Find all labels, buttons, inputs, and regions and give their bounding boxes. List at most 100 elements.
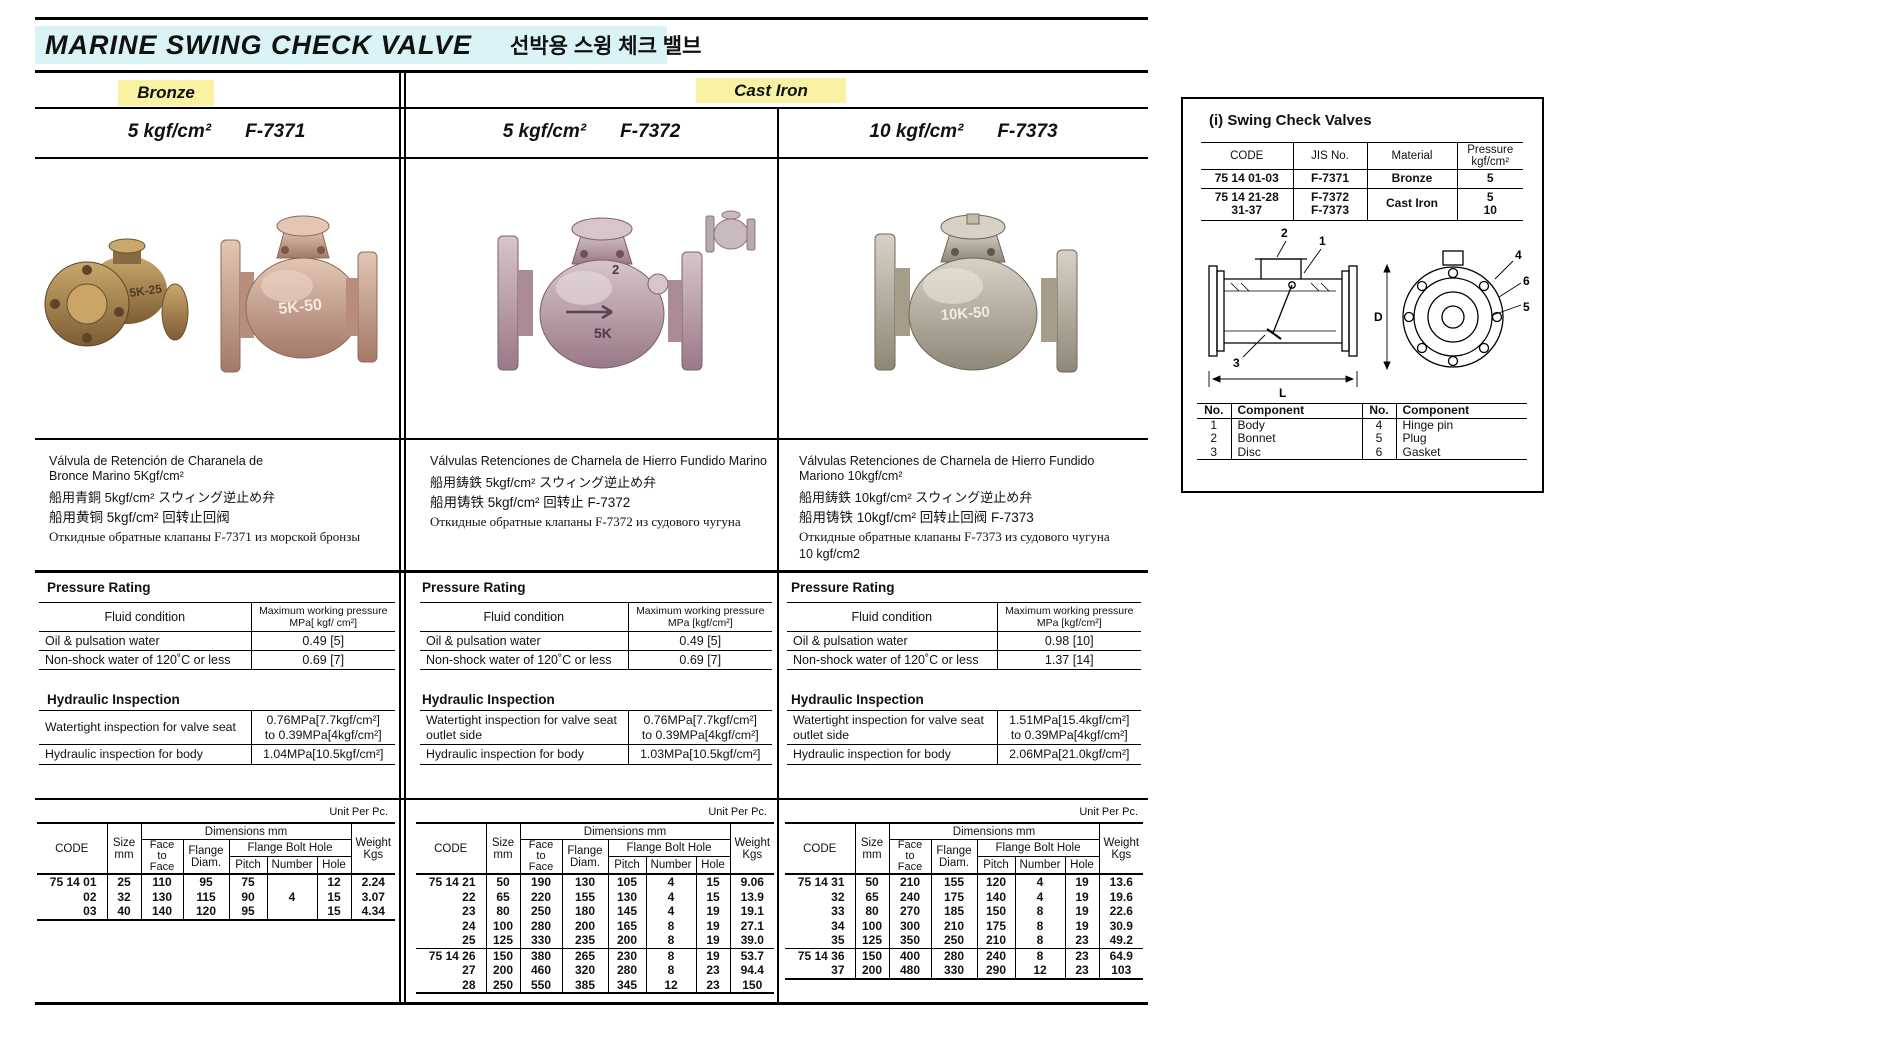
table-cell: 30.9	[1098, 918, 1143, 933]
description-spanish: Válvulas Retenciones de Charnela de Hier…	[799, 454, 1095, 483]
table-cell: 100	[485, 918, 520, 933]
table-cell: 150	[976, 904, 1015, 919]
table-cell: 19	[695, 947, 730, 963]
valve-cross-section-drawing: 2 1 3 4 6 5 D L	[1208, 226, 1530, 400]
column-header: Flange Bolt Hole	[228, 839, 351, 857]
callout-label: 4	[1515, 248, 1522, 262]
hydraulic-inspection-title: Hydraulic Inspection	[47, 692, 180, 707]
table-row: 75 14 01 25 110 95 75 12 2.24	[37, 873, 395, 890]
table-row: 24 100 280 200 165 8 19 27.1	[416, 918, 774, 933]
table-cell: 9.06	[729, 873, 774, 890]
valve-marking: 5K-25	[128, 282, 163, 300]
table-cell: Cast Iron	[1366, 187, 1457, 220]
table-cell: 28	[462, 977, 476, 992]
table-cell: 165	[607, 918, 646, 933]
divider	[399, 70, 401, 1005]
valve-photo-thumbnail	[705, 210, 756, 253]
model-number: F-7373	[997, 121, 1058, 142]
table-row: 1 Body 4 Hinge pin	[1197, 418, 1527, 432]
column-header: CODE	[803, 842, 837, 855]
column-header: Component	[1395, 403, 1527, 419]
table-cell: 39.0	[729, 933, 774, 948]
column-header: Flange Diam.	[182, 839, 229, 874]
table-cell: 140	[140, 904, 183, 920]
column-header: Pitch	[228, 856, 267, 874]
table-cell: 290	[976, 963, 1015, 979]
column-f7371: 5 kgf/cm² F-7371 5	[35, 70, 398, 1002]
table-cell: 02	[83, 889, 97, 904]
table-cell: 0.76MPa[7.7kgf/cm²] to 0.39MPa[4kgf/cm²]	[250, 710, 395, 745]
table-cell: 27	[462, 963, 476, 977]
table-cell: 200	[854, 963, 889, 979]
table-cell: 75 14 26	[416, 947, 486, 963]
column-header: Hole	[316, 856, 351, 874]
divider	[35, 570, 1148, 573]
table-cell: 2.24	[350, 873, 395, 890]
table-cell: 8	[1014, 947, 1065, 963]
column-header: Pressure kgf/cm²	[1456, 142, 1523, 170]
column-header: Fluid condition	[39, 602, 251, 632]
divider	[35, 17, 1148, 20]
table-cell: 23	[1064, 947, 1099, 963]
table-row: 75 14 26 150 380 265 230 8 19 53.7	[416, 947, 774, 963]
description-chinese: 船用黄铜 5kgf/cm² 回转止回阀	[49, 510, 230, 525]
column-header: Fluid condition	[420, 602, 628, 632]
table-cell: 210	[888, 873, 931, 890]
column-header: Hole	[1064, 856, 1099, 874]
table-cell: 35	[831, 933, 845, 947]
table-cell: 250	[519, 904, 562, 919]
column-header: Face to Face	[888, 839, 931, 874]
divider	[404, 70, 406, 1005]
table-cell: Watertight inspection for valve seat out…	[420, 710, 628, 745]
model-header: 5 kgf/cm² F-7372	[406, 112, 777, 152]
column-header: CODE	[434, 842, 468, 855]
pressure-rating-table: Fluid condition Maximum working pressure…	[420, 602, 772, 670]
model-number: F-7371	[245, 121, 306, 142]
table-cell: Non-shock water of 120˚C or less	[420, 650, 628, 670]
table-cell: Bonnet	[1230, 431, 1362, 446]
table-cell: 150	[729, 977, 774, 993]
cast-iron-section-label: Cast Iron	[696, 78, 846, 103]
callout-label: 5	[1523, 300, 1530, 314]
table-cell: 200	[561, 918, 608, 933]
description-block: Válvulas Retenciones de Charnela de Hier…	[430, 454, 771, 531]
table-cell: 19	[1064, 889, 1099, 904]
table-cell: 75 14 31	[785, 873, 855, 890]
table-cell: 0.69 [7]	[250, 650, 395, 670]
description-chinese: 船用铸铁 10kgf/cm² 回转止回阀 F-7373	[799, 510, 1034, 525]
valve-marking: 5K-50	[278, 297, 323, 318]
pressure-rating-title: Pressure Rating	[791, 580, 895, 595]
table-cell: 130	[607, 889, 646, 904]
table-cell: 4	[1014, 889, 1065, 904]
table-cell: 1.37 [14]	[996, 650, 1141, 670]
callout-label: 3	[1233, 356, 1240, 370]
pressure-class: 5 kgf/cm²	[502, 121, 587, 142]
table-cell: 8	[645, 933, 696, 948]
table-cell: 115	[182, 889, 229, 904]
column-header: Pitch	[976, 856, 1015, 874]
table-cell: Body	[1230, 418, 1362, 432]
table-row: 3 Disc 6 Gasket	[1197, 445, 1527, 460]
table-cell: 8	[645, 918, 696, 933]
table-cell: 19	[695, 904, 730, 919]
table-cell: 75 14 21-28 31-37	[1201, 187, 1293, 220]
table-cell: 19.1	[729, 904, 774, 919]
table-cell: 1	[1210, 417, 1218, 432]
table-cell: 50	[485, 873, 520, 890]
table-cell: 19	[695, 918, 730, 933]
table-cell: 19	[1064, 918, 1099, 933]
dimension-label-d: D	[1374, 310, 1383, 324]
table-cell: 15	[695, 889, 730, 904]
table-cell: 34	[831, 918, 845, 933]
table-cell: 280	[930, 947, 977, 963]
table-cell: 80	[485, 904, 520, 919]
description-block: Válvula de Retención de Charanela de Bro…	[49, 454, 392, 546]
table-cell: 240	[888, 889, 931, 904]
column-header: Number	[645, 856, 696, 874]
column-header: Maximum working pressure MPa [kgf/cm²]	[996, 602, 1141, 632]
table-row: 27 200 460 320 280 8 23 94.4	[416, 963, 774, 978]
column-header: Material	[1366, 142, 1457, 170]
description-spanish: Válvula de Retención de Charanela de Bro…	[49, 454, 264, 483]
table-cell: 380	[519, 947, 562, 963]
table-cell: 23	[1064, 963, 1099, 979]
